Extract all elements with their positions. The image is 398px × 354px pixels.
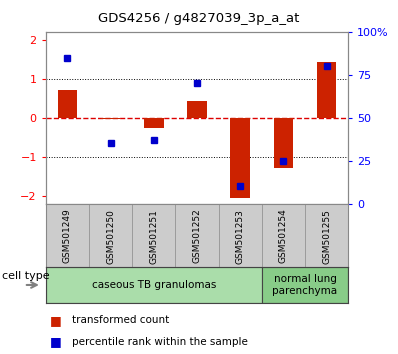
Text: GSM501253: GSM501253 [236, 209, 245, 263]
Bar [144, 118, 164, 128]
Text: GSM501255: GSM501255 [322, 209, 331, 263]
Bar [101, 118, 120, 119]
Text: caseous TB granulomas: caseous TB granulomas [92, 280, 216, 290]
Text: GSM501249: GSM501249 [63, 209, 72, 263]
Text: percentile rank within the sample: percentile rank within the sample [72, 337, 248, 347]
Bar [317, 62, 336, 118]
Bar [262, 267, 348, 303]
Text: ■: ■ [50, 335, 62, 348]
Text: GSM501251: GSM501251 [149, 209, 158, 263]
Text: ■: ■ [50, 314, 62, 327]
Text: GSM501250: GSM501250 [106, 209, 115, 263]
Bar [230, 118, 250, 198]
Text: transformed count: transformed count [72, 315, 169, 325]
Text: cell type: cell type [2, 271, 50, 281]
Text: GSM501252: GSM501252 [193, 209, 201, 263]
Bar [274, 118, 293, 169]
Bar [58, 90, 77, 118]
Bar [187, 101, 207, 118]
Text: normal lung
parenchyma: normal lung parenchyma [273, 274, 338, 296]
Text: GDS4256 / g4827039_3p_a_at: GDS4256 / g4827039_3p_a_at [98, 12, 300, 25]
Bar [46, 267, 262, 303]
Text: GSM501254: GSM501254 [279, 209, 288, 263]
